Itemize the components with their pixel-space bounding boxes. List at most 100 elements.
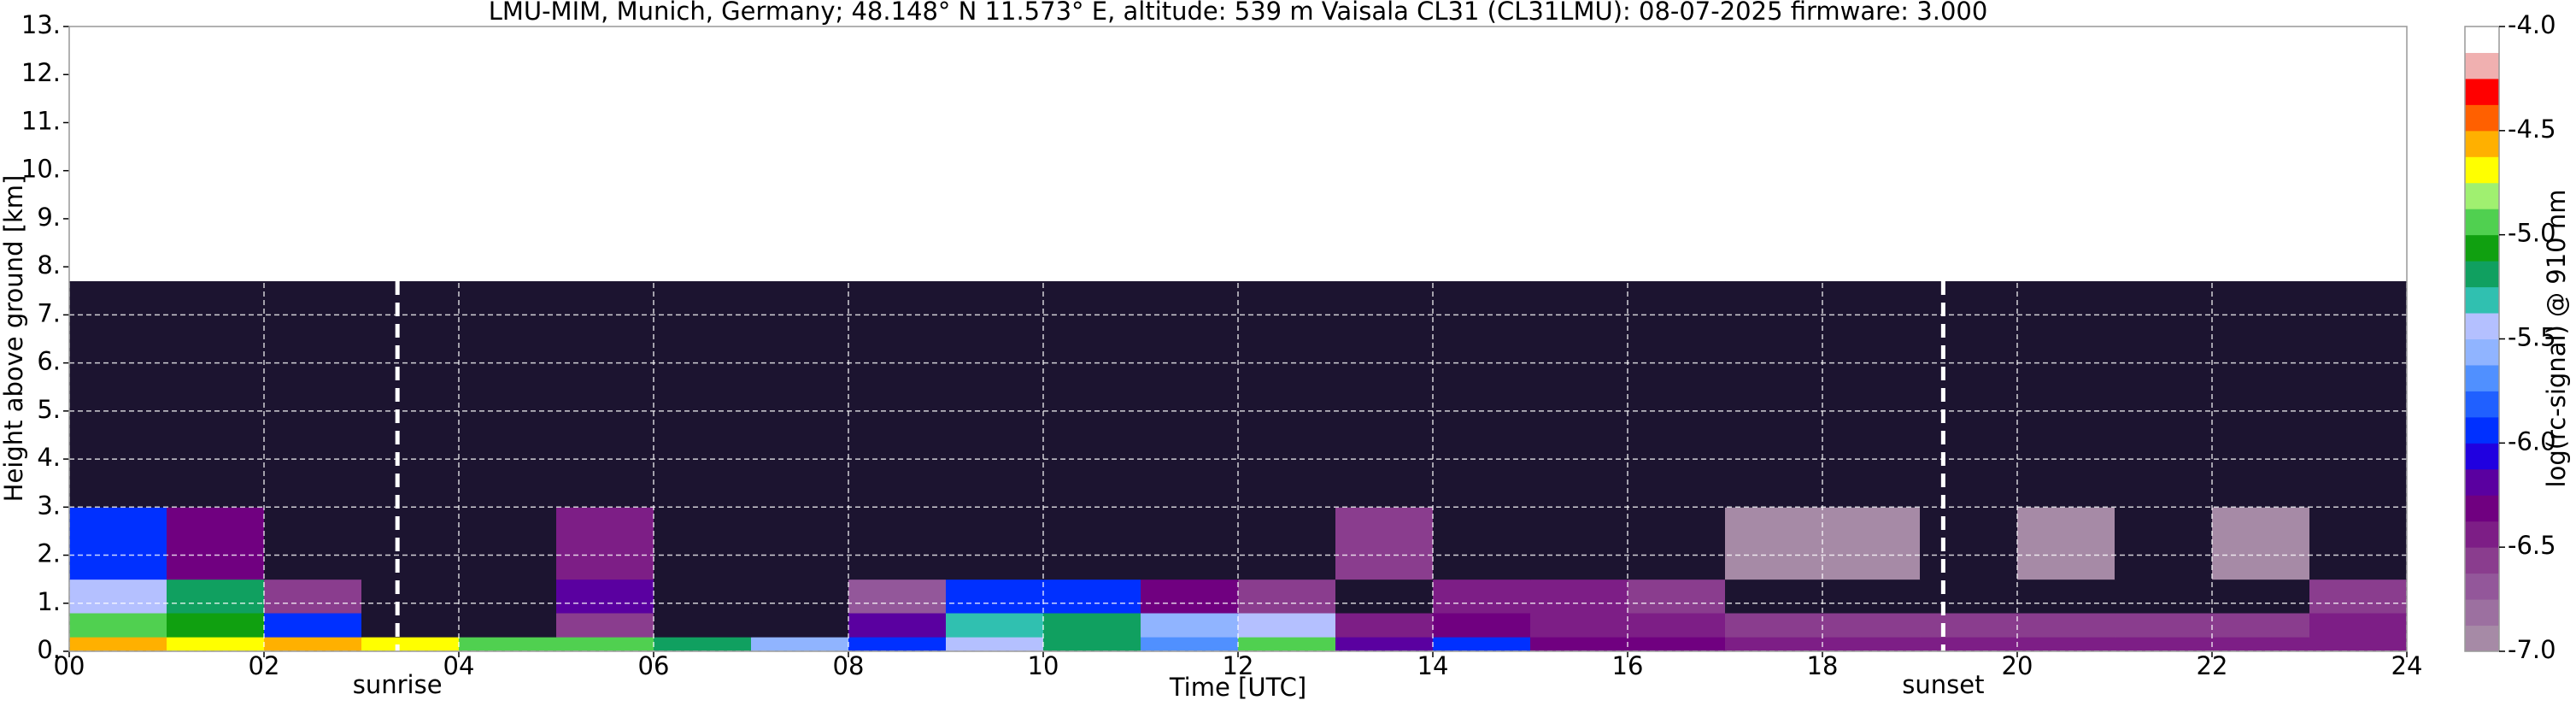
heatmap-cell xyxy=(1238,637,1336,652)
x-tick-label: 06 xyxy=(638,651,670,680)
heatmap-cell xyxy=(264,281,362,508)
heatmap-cell xyxy=(2212,613,2310,638)
heatmap-cell xyxy=(2115,507,2213,580)
heatmap-cell xyxy=(1530,507,1628,580)
heatmap-cell xyxy=(2017,507,2115,580)
heatmap-cell xyxy=(556,281,654,508)
colorbar-swatch xyxy=(2465,625,2499,652)
heatmap-cell xyxy=(459,507,557,580)
heatmap-cell xyxy=(1725,507,1823,580)
colorbar-swatch xyxy=(2465,599,2499,627)
heatmap-cell xyxy=(1238,579,1336,614)
colorbar-tick-label: -5.0 xyxy=(2508,219,2556,248)
colorbar-tick-label: -6.0 xyxy=(2508,427,2556,456)
heatmap-cell xyxy=(1238,613,1336,638)
heatmap-cell xyxy=(2309,579,2408,614)
heatmap-cell xyxy=(1725,281,1823,508)
heatmap-cell xyxy=(1433,613,1531,638)
heatmap-cell xyxy=(69,613,167,638)
heatmap-cell xyxy=(2115,281,2213,508)
heatmap-cell xyxy=(167,281,265,508)
heatmap-cell xyxy=(1628,281,1726,508)
heatmap-cell xyxy=(946,613,1044,638)
heatmap-cell xyxy=(2309,281,2408,508)
heatmap-cell xyxy=(1920,507,2018,580)
heatmap-cell xyxy=(556,579,654,614)
heatmap-cell xyxy=(946,507,1044,580)
heatmap-cell xyxy=(361,281,460,508)
colorbar-swatch xyxy=(2465,209,2499,236)
heatmap-cell xyxy=(1433,507,1531,580)
colorbar-swatch xyxy=(2465,78,2499,105)
heatmap-cell xyxy=(69,281,167,508)
y-tick-label: 13. xyxy=(21,10,61,39)
heatmap-cell xyxy=(459,637,557,652)
heatmap-cell xyxy=(1822,637,1921,652)
heatmap-cell xyxy=(1920,613,2018,638)
heatmap-cell xyxy=(2017,613,2115,638)
colorbar-swatch xyxy=(2465,234,2499,262)
heatmap-cell xyxy=(848,281,947,508)
heatmap-cell xyxy=(848,613,947,638)
colorbar-swatch xyxy=(2465,443,2499,470)
heatmap-cell xyxy=(1530,281,1628,508)
y-tick-label: 0. xyxy=(37,635,61,664)
heatmap-cell xyxy=(1822,579,1921,614)
heatmap-cell xyxy=(751,507,849,580)
heatmap-cell xyxy=(1335,637,1434,652)
heatmap-cell xyxy=(654,507,752,580)
heatmap-cell xyxy=(654,613,752,638)
heatmap-cell xyxy=(69,579,167,614)
heatmap-cell xyxy=(751,281,849,508)
heatmap-cell xyxy=(1335,579,1434,614)
heatmap-cell xyxy=(1920,281,2018,508)
heatmap-cell xyxy=(1335,281,1434,508)
heatmap-cell xyxy=(1433,579,1531,614)
y-tick-label: 3. xyxy=(37,491,61,520)
heatmap-cell xyxy=(361,613,460,638)
heatmap-cell xyxy=(1043,637,1141,652)
heatmap-cell xyxy=(1141,507,1239,580)
colorbar-tick-label: -5.5 xyxy=(2508,323,2556,352)
heatmap-cell xyxy=(2017,281,2115,508)
heatmap-cell xyxy=(264,637,362,652)
y-tick-label: 7. xyxy=(37,298,61,327)
colorbar-swatch xyxy=(2465,130,2499,157)
heatmap-cell xyxy=(459,281,557,508)
heatmap-cell xyxy=(1141,281,1239,508)
colorbar-tick-label: -6.5 xyxy=(2508,531,2556,560)
heatmap-cell xyxy=(1530,579,1628,614)
heatmap-cell xyxy=(1725,579,1823,614)
annotation-label: sunset xyxy=(1902,670,1984,699)
heatmap-cell xyxy=(654,579,752,614)
colorbar-label: log(rc-signal) @ 910 nm xyxy=(2542,190,2571,488)
heatmap-cell xyxy=(1238,281,1336,508)
heatmap-cell xyxy=(848,637,947,652)
x-tick-label: 10 xyxy=(1028,651,1059,680)
x-tick-label: 16 xyxy=(1612,651,1644,680)
heatmap-cell xyxy=(361,507,460,580)
y-tick-label: 5. xyxy=(37,395,61,424)
heatmap-cell xyxy=(1920,637,2018,652)
colorbar-swatch xyxy=(2465,313,2499,339)
colorbar-tick-label: -4.5 xyxy=(2508,115,2556,144)
heatmap-cell xyxy=(2212,579,2310,614)
x-tick-label: 00 xyxy=(54,651,85,680)
annotation-label: sunrise xyxy=(353,670,443,699)
colorbar-swatch xyxy=(2465,364,2499,391)
x-tick-label: 02 xyxy=(249,651,280,680)
heatmap-cell xyxy=(556,637,654,652)
heatmap-cell xyxy=(2017,637,2115,652)
heatmap-cell xyxy=(264,613,362,638)
x-tick-label: 08 xyxy=(833,651,865,680)
heatmap-cell xyxy=(1141,613,1239,638)
colorbar-swatch xyxy=(2465,104,2499,132)
heatmap-cell xyxy=(1822,507,1921,580)
heatmap-cell xyxy=(751,637,849,652)
heatmap-cell xyxy=(751,613,849,638)
heatmap-cell xyxy=(167,507,265,580)
colorbar-swatch xyxy=(2465,52,2499,79)
x-tick-label: 20 xyxy=(2002,651,2033,680)
heatmap-cell xyxy=(2115,637,2213,652)
